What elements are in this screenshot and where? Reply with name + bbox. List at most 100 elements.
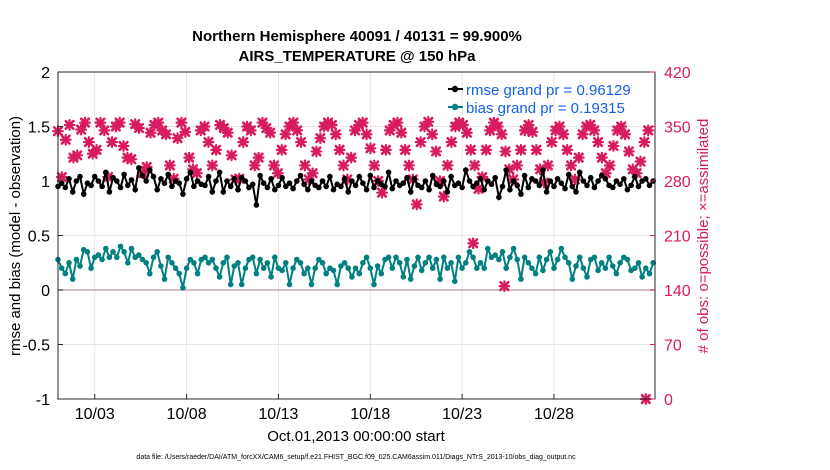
bias-point [378,270,385,277]
bias-point [518,276,524,282]
bias-point [573,263,579,269]
rmse-point [613,178,620,184]
bias-point [565,260,572,266]
obs-marker [414,136,427,148]
obs-marker [79,116,91,129]
rmse-point [257,172,263,179]
rmse-point [404,174,410,181]
rmse-point [595,178,601,184]
rmse-point [411,176,418,182]
obs-marker [368,159,381,172]
bias-point [448,260,454,266]
rmse-point [95,178,102,184]
obs-marker [264,126,277,139]
bias-point [165,254,171,261]
rmse-point [297,172,304,179]
bias-point [411,263,418,269]
bias-point [154,249,160,255]
rmse-point [374,178,381,184]
obs-marker [268,159,280,172]
bias-point [213,265,219,272]
bias-point [290,265,296,272]
rmse-point [327,173,333,180]
rmse-point [547,178,554,184]
bias-point [646,270,653,277]
rmse-point [253,202,260,208]
bias-point [554,256,561,263]
bias-point [297,260,304,266]
bias-point [231,263,238,269]
bias-point [66,260,72,266]
obs-marker [607,140,620,152]
bias-point [330,267,337,274]
bias-point [514,256,520,263]
bias-point [507,254,513,261]
rmse-point [543,189,550,195]
rmse-point [143,178,149,184]
bias-point [499,249,506,255]
rmse-point [147,167,153,173]
rmse-point [231,176,238,182]
bias-point [407,276,414,282]
rmse-point [632,173,638,180]
obs-marker [376,186,388,199]
bias-point [400,274,407,280]
bias-point [374,263,381,269]
obs-marker [244,124,257,137]
rmse-point [635,183,642,190]
bias-point [580,265,587,272]
bias-point [249,254,256,261]
rmse-point [598,172,605,179]
bias-point [191,260,197,266]
rmse-point [551,183,557,190]
legend: rmse grand pr = 0.96129 bias grand pr = … [448,82,631,117]
rmse-point [99,183,105,190]
rmse-point [477,176,484,182]
rmse-point [150,173,157,180]
bias-point [470,254,476,261]
x-tick-label: 10/18 [350,406,390,423]
bias-point [477,260,484,266]
rmse-point [106,189,113,195]
rmse-point [426,186,432,193]
obs-marker [410,198,423,211]
rmse-point [429,172,436,179]
rmse-point [474,180,480,186]
rmse-point [136,165,142,171]
bias-point [345,265,352,272]
rmse-point [117,184,124,191]
bias-point [371,281,377,288]
obs-marker [615,120,628,133]
y-ticks-left: -1 -0.5 0 0.5 1 1.5 2 [22,65,63,409]
obs-marker [63,119,76,131]
rmse-point [584,182,590,189]
obs-marker [275,143,288,156]
rmse-point [246,184,252,191]
bias-point [88,265,94,272]
rmse-point [69,189,76,195]
rmse-point [492,174,499,181]
rmse-point [242,178,249,184]
rmse-point [463,167,469,173]
bias-point [264,260,271,266]
rmse-point [121,171,127,178]
bias-point [77,263,83,269]
y-tick-label-left: 2 [41,65,50,82]
bias-point [114,254,120,261]
obs-marker [399,143,412,156]
bias-point [305,265,311,272]
bias-point [260,265,267,272]
rmse-point [58,180,65,186]
bias-point [632,265,638,272]
bias-point [352,265,359,272]
rmse-point [455,180,462,186]
bias-point [268,274,274,280]
rmse-point [301,181,307,188]
rmse-point [360,180,366,186]
bias-point [635,260,642,266]
bias-point [437,276,443,282]
y-tick-label-left: 1 [41,174,50,191]
bias-point [272,254,278,261]
rmse-point [110,174,116,181]
rmse-point [260,180,267,186]
